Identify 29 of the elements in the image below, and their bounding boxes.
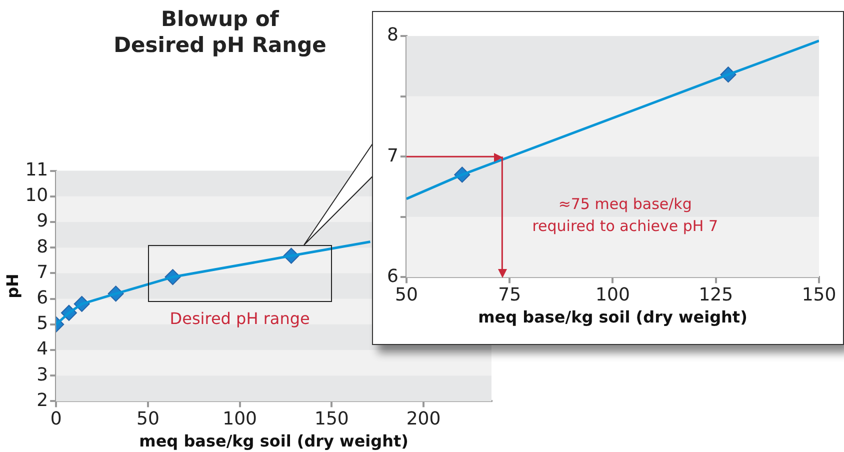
y-tick-label: 7 xyxy=(36,262,48,283)
y-axis-title: pH xyxy=(2,274,22,298)
x-tick-label: 200 xyxy=(406,408,441,430)
x-tick-label: 125 xyxy=(698,284,734,306)
x-tick-label: 100 xyxy=(222,408,257,430)
y-tick-label: 2 xyxy=(36,390,48,411)
y-tick-label: 10 xyxy=(25,185,48,206)
y-tick-label: 8 xyxy=(387,24,398,46)
x-tick-label: 50 xyxy=(136,408,160,430)
annotation: Desired pH range xyxy=(170,308,310,328)
x-tick-label: 0 xyxy=(50,408,62,430)
y-tick-label: 6 xyxy=(36,287,48,308)
annotation: ≈75 meq base/kg required to achieve pH 7 xyxy=(532,194,718,235)
x-axis-title: meq base/kg soil (dry weight) xyxy=(139,432,408,451)
x-tick-label: 150 xyxy=(802,284,836,306)
x-tick-label: 150 xyxy=(314,408,349,430)
y-tick-label: 5 xyxy=(36,313,48,334)
y-tick-label: 3 xyxy=(36,364,48,386)
x-tick-label: 50 xyxy=(395,284,418,306)
y-tick-label: 7 xyxy=(387,145,398,166)
y-tick-label: 11 xyxy=(25,159,48,180)
y-tick-label: 6 xyxy=(387,266,398,287)
chart-title: Blowup of Desired pH Range xyxy=(112,6,328,58)
x-tick-label: 75 xyxy=(498,284,522,306)
y-tick-label: 8 xyxy=(36,236,48,258)
x-axis-title: meq base/kg soil (dry weight) xyxy=(478,308,748,327)
y-tick-label: 4 xyxy=(36,338,48,360)
x-tick-label: 100 xyxy=(596,284,630,306)
y-tick-label: 9 xyxy=(36,210,48,232)
